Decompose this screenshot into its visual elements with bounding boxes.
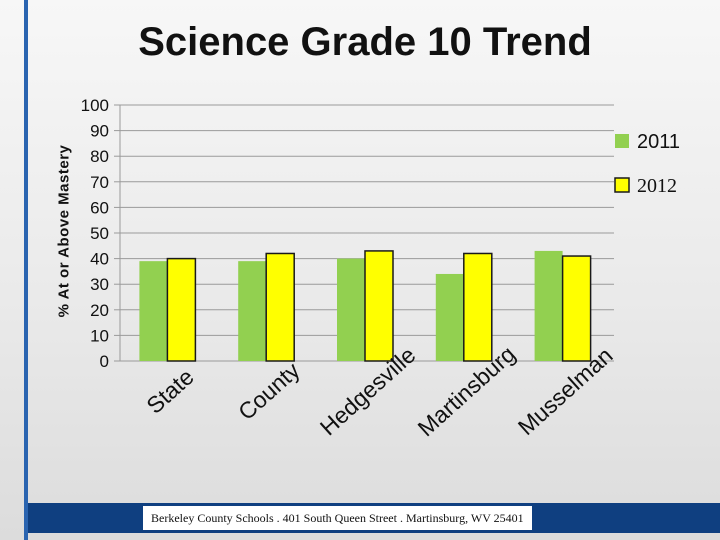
y-tick-label: 40 <box>90 250 109 269</box>
bar-2012-martinsburg <box>463 252 493 362</box>
legend-swatch-2011 <box>615 134 629 148</box>
bar-2011-state <box>139 261 168 361</box>
legend-label-2011: 2011 <box>637 131 680 153</box>
y-tick-label: 70 <box>90 173 109 192</box>
legend-swatch-2012 <box>614 177 630 193</box>
slide-title: Science Grade 10 Trend <box>138 20 592 64</box>
bar-2012-hedgesville <box>364 250 394 362</box>
y-tick-label: 100 <box>81 96 109 115</box>
y-tick-label: 60 <box>90 198 109 217</box>
x-tick-label: County <box>233 357 305 425</box>
y-tick-label: 0 <box>100 352 109 371</box>
x-tick-label: State <box>141 363 198 418</box>
legend-label-2012: 2012 <box>637 175 677 197</box>
y-tick-label: 30 <box>90 275 109 294</box>
y-tick-label: 10 <box>90 326 109 345</box>
footer-address: Berkeley County Schools . 401 South Quee… <box>143 506 532 530</box>
y-tick-label: 20 <box>90 301 109 320</box>
y-tick-label: 90 <box>90 122 109 141</box>
bar-2011-hedgesville <box>337 258 365 361</box>
bar-2011-county <box>238 261 267 361</box>
y-tick-label: 80 <box>90 147 109 166</box>
bar-2012-state <box>166 257 197 362</box>
y-tick-label: 50 <box>90 224 109 243</box>
bar-2012-musselman <box>561 255 592 362</box>
accent-rule <box>24 0 28 540</box>
bar-2011-musselman <box>534 250 563 361</box>
bar-2012-county <box>265 252 295 362</box>
bar-2011-martinsburg <box>435 273 464 361</box>
